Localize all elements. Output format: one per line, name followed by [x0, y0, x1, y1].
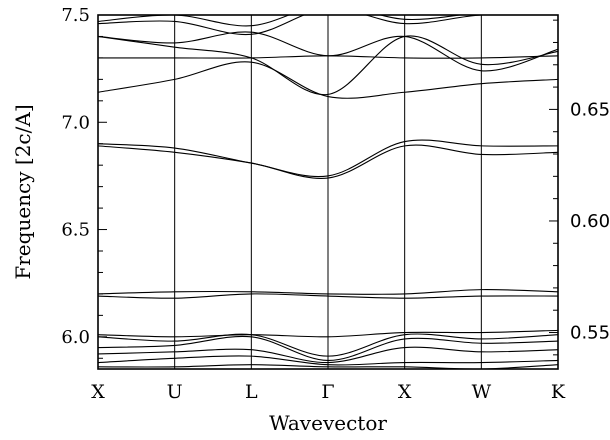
x-tick-label-0: X	[91, 381, 105, 403]
y-tick-label-right-1: 0.60	[570, 211, 610, 232]
band-line-11	[98, 61, 558, 99]
band-line-14	[98, 31, 558, 72]
y-tick-label-right-0: 0.55	[570, 323, 610, 344]
band-line-4	[98, 335, 558, 361]
band-line-2	[98, 355, 558, 366]
band-line-1	[98, 364, 558, 369]
band-line-10	[98, 139, 558, 178]
x-tick-label-6: K	[551, 381, 566, 403]
y-tick-labels-right: 0.55 0.60 0.65	[570, 99, 610, 343]
x-tick-label-1: U	[167, 381, 183, 403]
y-tick-label-left-0: 6.0	[61, 327, 90, 348]
x-tick-label-2: L	[245, 381, 258, 403]
x-tick-label-5: W	[472, 381, 492, 403]
band-line-3	[98, 346, 558, 364]
plot-frame	[97, 14, 559, 370]
band-line-5	[98, 333, 558, 357]
y-axis-label: Frequency [2c/A]	[11, 104, 35, 279]
band-line-8	[98, 289, 558, 295]
series-group	[98, 15, 558, 369]
y-tick-label-left-2: 7.0	[61, 112, 90, 133]
y-tick-label-left-1: 6.5	[61, 220, 90, 241]
y-tick-label-right-2: 0.65	[570, 99, 610, 120]
x-axis-label: Wavevector	[269, 411, 387, 435]
x-tick-label-4: X	[398, 381, 412, 403]
band-line-7	[98, 293, 558, 299]
x-tick-label-3: Γ	[321, 381, 334, 403]
vertical-gridlines	[174, 15, 482, 369]
band-line-9	[98, 144, 558, 179]
y-tick-label-left-3: 7.5	[61, 5, 90, 26]
band-line-13	[98, 35, 558, 95]
band-line-6	[98, 329, 558, 338]
axis-ticks	[98, 14, 558, 359]
y-tick-labels-left: 6.0 6.5 7.0 7.5	[61, 5, 90, 348]
